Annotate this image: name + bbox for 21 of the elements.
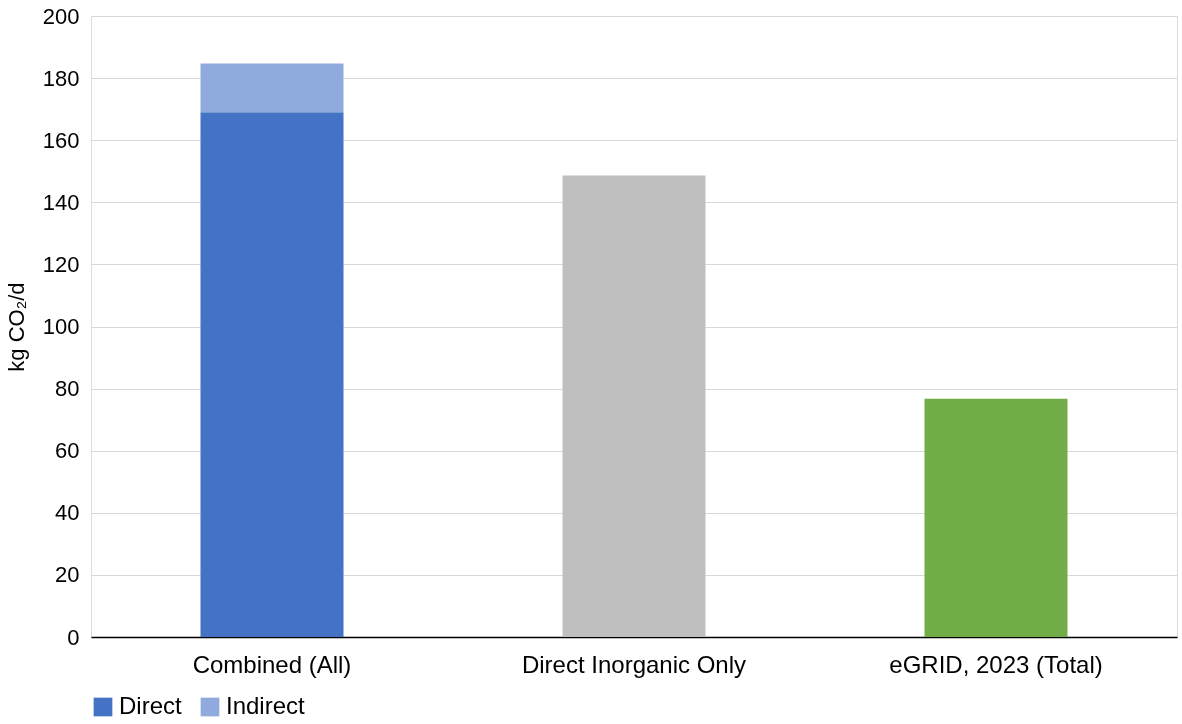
y-tick-label: 80 — [55, 376, 80, 402]
y-tick-label: 120 — [42, 251, 80, 277]
y-tick-label: 140 — [42, 189, 80, 215]
legend-label: Indirect — [226, 692, 306, 719]
x-tick-label: Direct Inorganic Only — [521, 650, 747, 678]
y-tick-label: 180 — [42, 65, 80, 91]
y-tick-label: 200 — [42, 3, 80, 29]
bar — [924, 398, 1068, 637]
y-tick-label: 100 — [42, 314, 80, 339]
bar — [200, 112, 344, 637]
y-tick-label: 0 — [67, 624, 80, 650]
bar — [200, 63, 344, 113]
bar — [562, 175, 706, 637]
y-tick-label: 160 — [42, 127, 80, 153]
y-axis-title: kg CO₂/d — [3, 282, 29, 372]
y-tick-label: 20 — [55, 562, 80, 588]
y-tick-label: 60 — [55, 438, 80, 464]
y-tick-label: 40 — [55, 500, 80, 526]
legend-label: Direct — [119, 692, 182, 719]
x-tick-label: eGRID, 2023 (Total) — [889, 650, 1103, 678]
x-tick-label: Combined (All) — [192, 650, 352, 678]
